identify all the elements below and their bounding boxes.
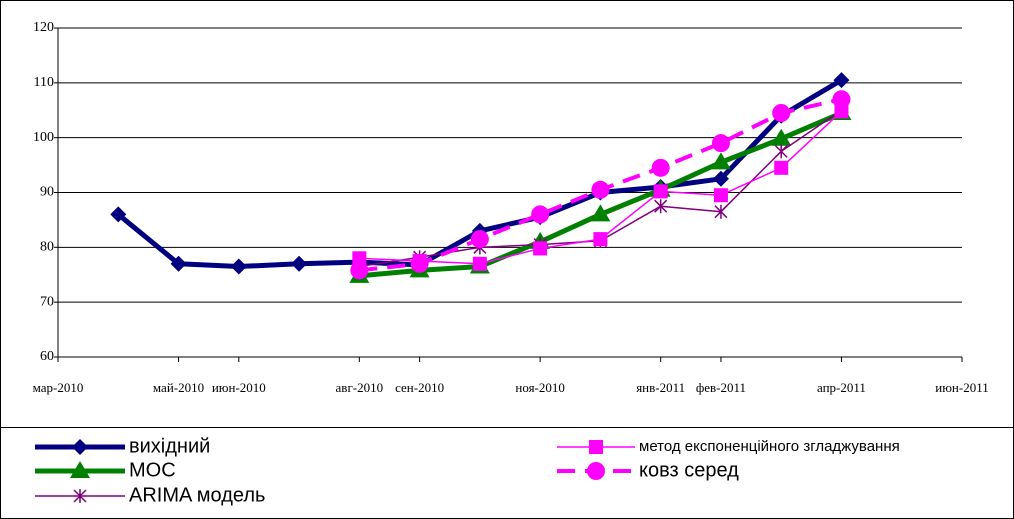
marker	[710, 152, 731, 170]
marker	[712, 170, 729, 187]
x-tick-label: авг-2010	[336, 380, 384, 395]
marker	[230, 258, 247, 275]
marker	[472, 256, 487, 271]
marker	[653, 184, 668, 199]
marker	[713, 188, 728, 203]
marker	[531, 205, 550, 224]
marker	[711, 134, 730, 153]
x-tick-label: апр-2011	[817, 380, 866, 395]
marker	[593, 232, 608, 247]
legend-label: МОС	[129, 459, 176, 481]
marker	[72, 439, 88, 455]
marker	[70, 461, 90, 478]
marker	[533, 241, 548, 256]
legend-label: ковз серед	[639, 459, 739, 481]
legend-label: ARIMA модель	[129, 484, 265, 506]
y-tick-label: 90	[40, 185, 54, 200]
marker	[772, 103, 791, 122]
marker	[832, 90, 851, 109]
legend-label: вихідний	[129, 435, 210, 457]
x-tick-label: май-2010	[153, 380, 204, 395]
marker	[834, 104, 849, 119]
marker	[714, 204, 728, 219]
marker	[771, 128, 792, 146]
marker	[590, 204, 611, 222]
y-tick-label: 120	[33, 20, 54, 35]
marker	[110, 206, 127, 223]
marker	[591, 180, 610, 199]
marker	[833, 72, 850, 89]
marker	[350, 261, 369, 280]
x-tick-label: июн-2011	[935, 380, 988, 395]
x-tick-label: фев-2011	[696, 380, 746, 395]
marker	[410, 254, 429, 273]
y-tick-label: 60	[40, 349, 54, 364]
marker	[654, 199, 668, 214]
x-tick-label: ноя-2010	[515, 380, 565, 395]
x-tick-label: июн-2010	[212, 380, 266, 395]
y-tick-label: 110	[34, 75, 54, 90]
legend-label: метод експоненційного згладжування	[639, 438, 900, 455]
marker	[651, 158, 670, 177]
y-tick-label: 70	[40, 294, 54, 309]
marker	[589, 440, 603, 454]
marker	[352, 251, 367, 266]
y-tick-label: 100	[33, 130, 54, 145]
marker	[470, 230, 489, 249]
marker	[774, 160, 789, 175]
marker	[587, 462, 605, 480]
marker	[291, 255, 308, 272]
x-tick-label: мар-2010	[33, 380, 84, 395]
marker	[170, 255, 187, 272]
y-tick-label: 80	[40, 240, 54, 255]
marker	[774, 144, 788, 159]
marker	[73, 489, 87, 503]
x-tick-label: сен-2010	[395, 380, 444, 395]
x-tick-label: янв-2011	[636, 380, 685, 395]
